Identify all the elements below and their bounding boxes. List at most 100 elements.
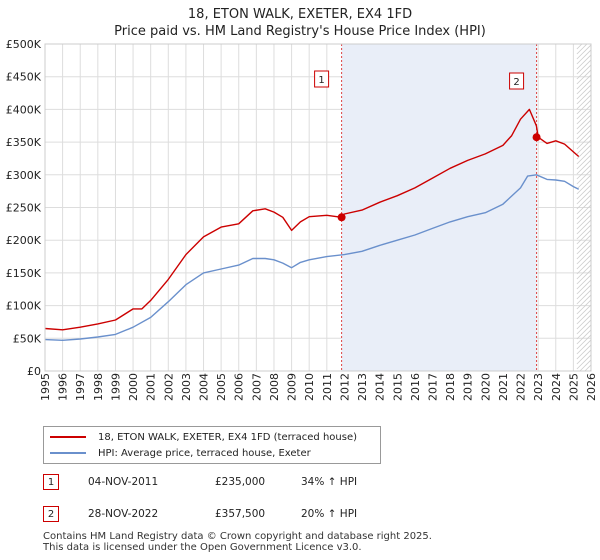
- hatch-line: [576, 119, 592, 135]
- x-tick-label: 2023: [532, 373, 545, 401]
- annotation-label: 1: [318, 75, 324, 86]
- hatch-line: [576, 239, 592, 255]
- hatch-line: [576, 189, 592, 205]
- price-paid-line: [44, 108, 580, 331]
- x-tick-label: 2018: [444, 373, 457, 401]
- hatch-line: [576, 249, 592, 265]
- hatch-line: [576, 329, 592, 345]
- hatch-line: [576, 179, 592, 195]
- legend-swatch-hpi: [50, 452, 86, 454]
- legend-item-hpi: HPI: Average price, terraced house, Exet…: [50, 445, 311, 461]
- hatch-line: [576, 94, 592, 110]
- x-tick-label: 2016: [409, 373, 422, 401]
- hatch-line: [576, 279, 592, 295]
- x-tick-label: 2026: [585, 373, 598, 401]
- annotation-label: 2: [513, 77, 519, 88]
- x-tick-label: 2001: [145, 373, 158, 401]
- x-tick-label: 2003: [180, 373, 193, 401]
- x-tick-label: 1997: [74, 373, 87, 401]
- transaction-badge: 1: [43, 474, 59, 490]
- x-tick-label: 2000: [127, 373, 140, 401]
- x-tick-label: 2015: [391, 373, 404, 401]
- hatch-line: [576, 139, 592, 155]
- hatch-line: [576, 49, 592, 65]
- plot-frame: [44, 43, 592, 372]
- hatch-line: [576, 259, 592, 275]
- hatch-line: [576, 164, 592, 180]
- hatch-line: [576, 234, 592, 250]
- hatch-line: [576, 254, 592, 270]
- hatch-line: [576, 354, 592, 370]
- hatch-line: [576, 349, 592, 365]
- hatch-line: [576, 319, 592, 335]
- transaction-price: £357,500: [215, 508, 266, 520]
- chart-title: 18, ETON WALK, EXETER, EX4 1FD: [187, 7, 413, 22]
- hatch-line: [576, 44, 592, 60]
- x-tick-label: 2021: [497, 373, 510, 401]
- hatch-line: [576, 199, 592, 215]
- hatch-line: [576, 324, 592, 340]
- hatch-line: [576, 69, 592, 85]
- x-tick-label: 1996: [57, 373, 70, 401]
- hatch-line: [576, 294, 592, 310]
- sale-point: [337, 213, 346, 222]
- hatch-line: [576, 194, 592, 210]
- y-tick-label: £200K: [6, 234, 42, 247]
- hatch-line: [576, 314, 592, 330]
- hatch-line: [576, 79, 592, 95]
- legend: 18, ETON WALK, EXETER, EX4 1FD (terraced…: [43, 426, 381, 464]
- x-tick-label: 2024: [550, 373, 563, 401]
- hatch-line: [576, 219, 592, 235]
- hatch-line: [576, 224, 592, 240]
- legend-label-price: 18, ETON WALK, EXETER, EX4 1FD (terraced…: [98, 431, 358, 443]
- annotation-box: [314, 70, 330, 88]
- hatch-line: [576, 209, 592, 225]
- x-tick-label: 2014: [374, 373, 387, 401]
- transaction-date: 04-NOV-2011: [88, 476, 159, 488]
- x-tick-label: 1995: [39, 373, 52, 401]
- hatch-line: [576, 344, 592, 360]
- chart-title-block: 18, ETON WALK, EXETER, EX4 1FD Price pai…: [0, 6, 600, 40]
- hatch-line: [576, 99, 592, 115]
- hatch-line: [576, 299, 592, 315]
- hatch-line: [576, 144, 592, 160]
- x-tick-label: 2007: [250, 373, 263, 401]
- x-tick-label: 1998: [92, 373, 105, 401]
- x-tick-label: 2005: [215, 373, 228, 401]
- hatch-line: [576, 124, 592, 140]
- x-tick-label: 2004: [198, 373, 211, 401]
- hatch-line: [576, 104, 592, 120]
- hatch-line: [576, 204, 592, 220]
- hatch-line: [576, 134, 592, 150]
- future-hatch: [576, 43, 592, 372]
- x-tick-label: 2022: [515, 373, 528, 401]
- annotation-box: [509, 72, 525, 90]
- hatch-line: [576, 309, 592, 325]
- sale-point: [532, 133, 541, 142]
- hatch-line: [576, 43, 588, 55]
- y-tick-label: £500K: [6, 38, 42, 51]
- hatch-line: [576, 229, 592, 245]
- hpi-line: [44, 174, 580, 341]
- legend-swatch-price: [50, 436, 86, 438]
- y-tick-label: £450K: [6, 71, 42, 84]
- hatch-line: [576, 214, 592, 230]
- legend-item-price: 18, ETON WALK, EXETER, EX4 1FD (terraced…: [50, 429, 357, 445]
- x-tick-label: 2011: [321, 373, 334, 401]
- transaction-row: 1 04-NOV-2011 £235,000 34% ↑ HPI: [43, 473, 563, 491]
- footer-line: This data is licensed under the Open Gov…: [43, 542, 362, 553]
- y-tick-label: £250K: [6, 202, 42, 215]
- ownership-period-shade: [341, 44, 537, 371]
- hatch-line: [576, 109, 592, 125]
- y-tick-label: £300K: [6, 169, 42, 182]
- y-tick-label: £100K: [6, 300, 42, 313]
- legend-label-hpi: HPI: Average price, terraced house, Exet…: [98, 447, 311, 459]
- transaction-row: 2 28-NOV-2022 £357,500 20% ↑ HPI: [43, 505, 563, 523]
- x-tick-label: 2025: [567, 373, 580, 401]
- x-tick-label: 1999: [109, 373, 122, 401]
- hatch-line: [576, 89, 592, 105]
- hatch-line: [576, 64, 592, 80]
- transaction-badge: 2: [43, 506, 59, 522]
